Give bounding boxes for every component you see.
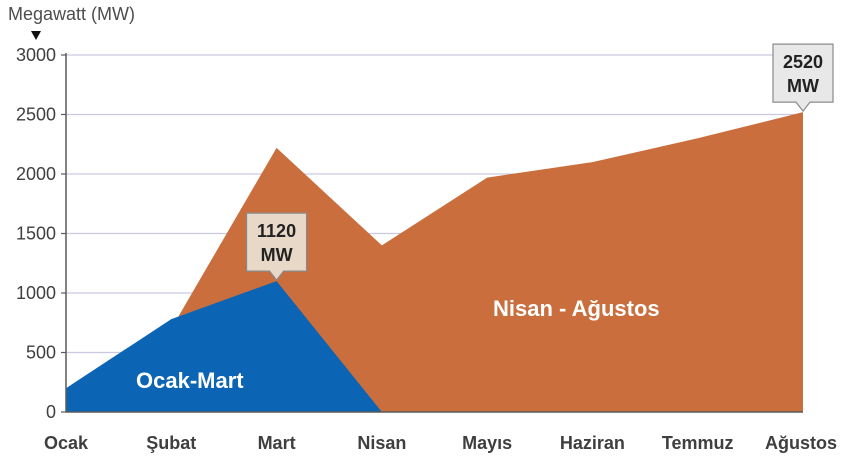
callout-ağustos: 2520 MW (772, 43, 834, 113)
callout-mart: 1120 MW (245, 212, 308, 282)
axis-labels: 0 500 1000 1500 2000 2500 3000 Megawatt (MW) Oca… (8, 4, 837, 453)
area-series-ocak-mart (66, 281, 382, 412)
y-axis-title: Megawatt (MW) (8, 4, 135, 24)
y-tick-label: 2500 (16, 105, 56, 125)
series-label-nisan-agustos: Nisan - Ağustos (493, 296, 660, 321)
y-tick-label: 1500 (16, 224, 56, 244)
y-tick-label: 3000 (16, 45, 56, 65)
y-tick-label: 2000 (16, 164, 56, 184)
series-label-ocak-mart: Ocak-Mart (136, 368, 244, 393)
callout-box (772, 43, 834, 113)
x-tick-label: Temmuz (662, 433, 734, 453)
axes (61, 53, 803, 413)
x-tick-label: Şubat (146, 433, 196, 453)
plot-areas (65, 112, 804, 413)
y-axis-arrow-icon (31, 31, 41, 40)
callout-value: 2520 (783, 52, 823, 72)
x-tick-label: Haziran (560, 433, 625, 453)
series-labels: Nisan - Ağustos Ocak-Mart (136, 296, 660, 393)
y-tick-label: 1000 (16, 283, 56, 303)
x-tick-label: Ocak (44, 433, 89, 453)
callout-unit: MW (261, 245, 293, 265)
callout-unit: MW (787, 76, 819, 96)
callout-value: 1120 (257, 221, 296, 241)
x-tick-label: Mayıs (462, 433, 512, 453)
callouts: 1120 MW 2520 MW (245, 43, 834, 282)
callout-box (245, 212, 308, 282)
x-tick-label: Ağustos (765, 433, 837, 453)
x-tick-label: Nisan (357, 433, 406, 453)
y-tick-label: 500 (26, 343, 56, 363)
y-tick-label: 0 (46, 402, 56, 422)
x-tick-label: Mart (258, 433, 296, 453)
